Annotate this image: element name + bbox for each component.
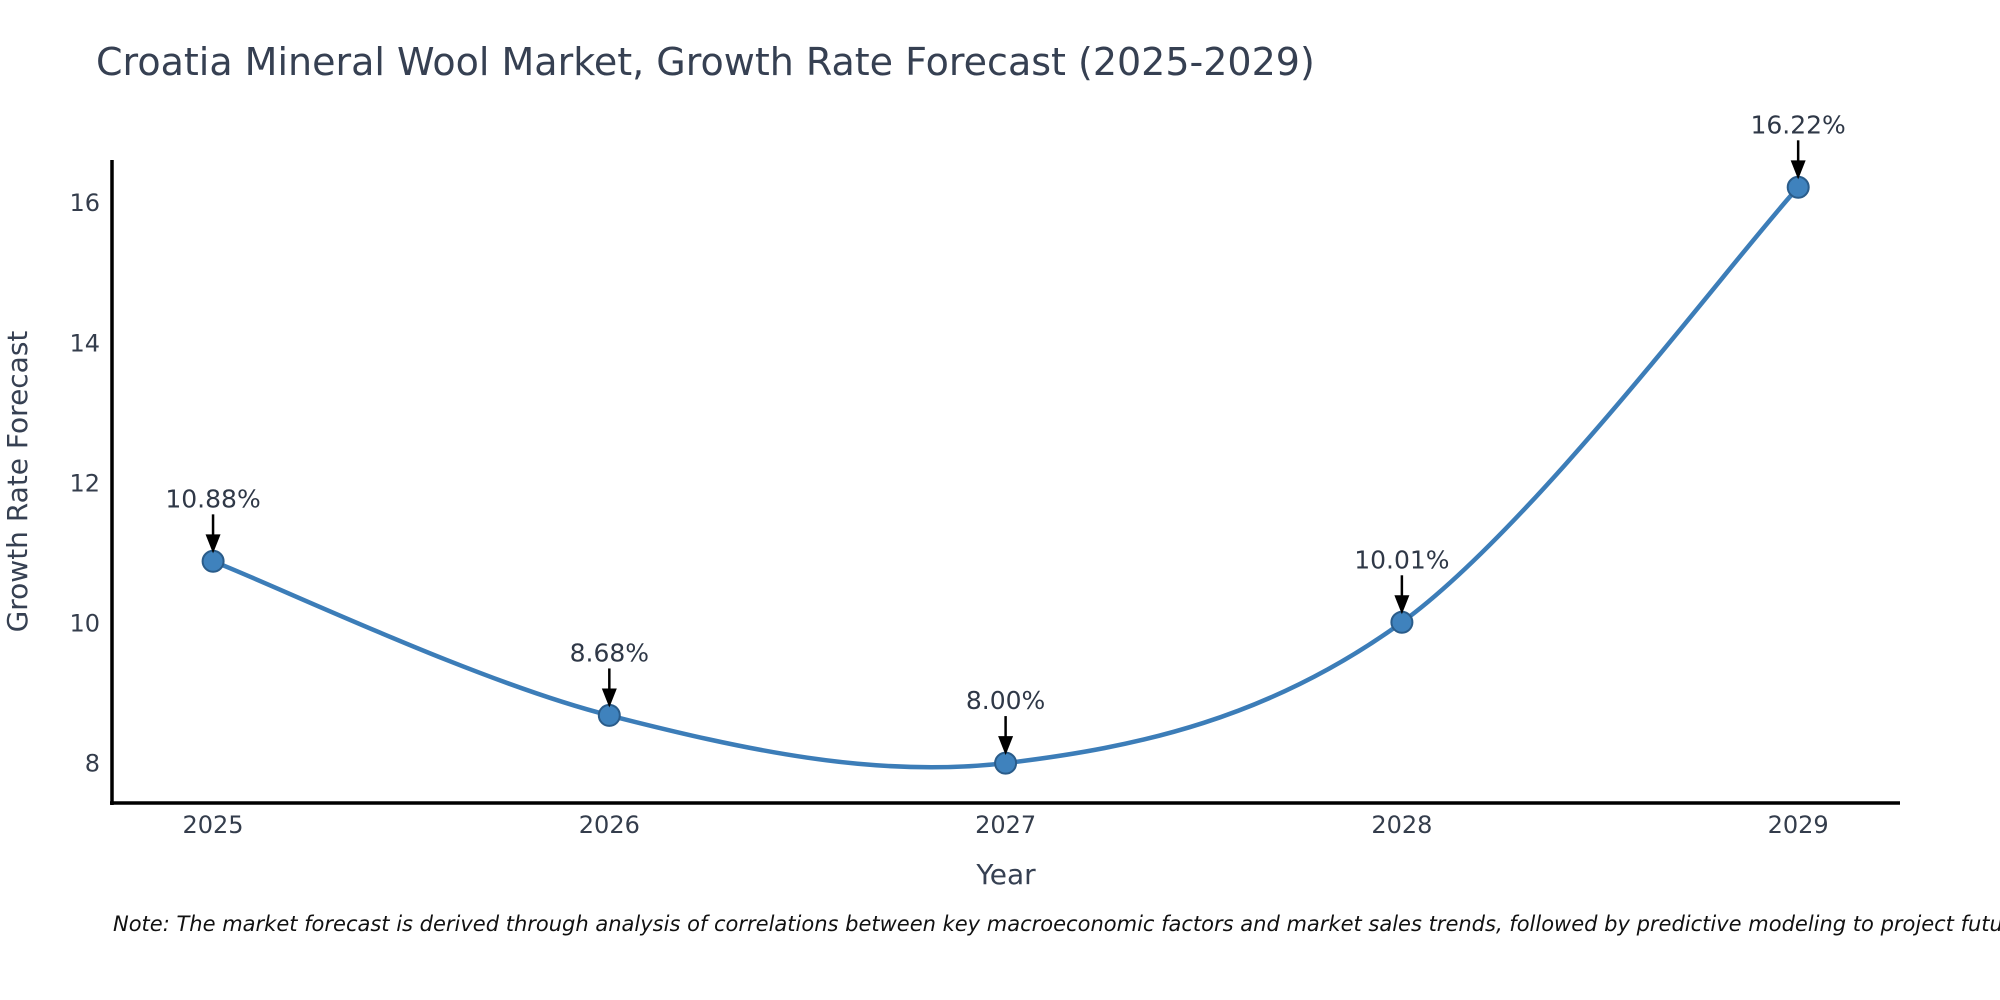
data-point-label: 10.01% <box>1354 545 1449 574</box>
y-tick-label: 10 <box>69 609 100 637</box>
y-axis-title: Growth Rate Forecast <box>1 331 34 633</box>
y-tick-label: 8 <box>85 750 100 778</box>
forecast-line <box>210 185 1801 770</box>
data-point-marker <box>1390 610 1414 634</box>
x-tick-label: 2029 <box>1768 811 1829 839</box>
annotation-arrow-head <box>1394 595 1410 615</box>
chart-title: Croatia Mineral Wool Market, Growth Rate… <box>96 40 1315 84</box>
data-point-label: 8.00% <box>966 686 1045 715</box>
x-tick-label: 2025 <box>183 811 244 839</box>
annotation-arrow-head <box>601 688 617 708</box>
annotation-arrow-head <box>998 736 1014 756</box>
y-tick-label: 12 <box>69 469 100 497</box>
annotation-arrow-head <box>1790 160 1806 180</box>
data-point-label: 8.68% <box>570 638 649 667</box>
x-tick-label: 2027 <box>975 811 1036 839</box>
x-axis-title: Year <box>975 858 1036 891</box>
data-point-label: 10.88% <box>165 484 260 513</box>
y-tick-label: 16 <box>69 189 100 217</box>
x-tick-label: 2028 <box>1371 811 1432 839</box>
footnote: Note: The market forecast is derived thr… <box>113 912 2000 936</box>
y-tick-label: 14 <box>69 329 100 357</box>
data-point-marker <box>994 751 1018 775</box>
data-point-label: 16.22% <box>1750 110 1845 139</box>
x-tick-label: 2026 <box>579 811 640 839</box>
annotation-arrow-head <box>205 534 221 554</box>
data-point-marker <box>597 703 621 727</box>
data-point-marker <box>201 549 225 573</box>
data-point-marker <box>1786 175 1810 199</box>
